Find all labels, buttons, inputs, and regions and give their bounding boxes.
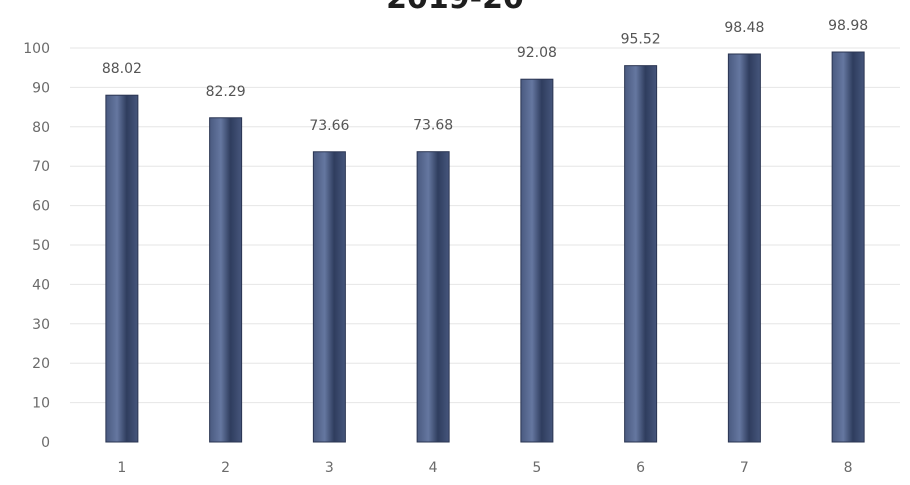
data-label-7: 98.48 [724,20,764,36]
data-label-8: 98.98 [828,18,868,34]
x-category-label: 6 [636,460,645,476]
y-tick-label: 40 [32,277,50,293]
y-tick-label: 30 [32,317,50,333]
y-tick-label: 100 [23,41,50,57]
bar-8 [831,51,865,443]
y-tick-label: 60 [32,199,50,215]
bar-7 [727,53,761,443]
bars [105,51,865,443]
y-tick-label: 50 [32,238,50,254]
chart-title: 2019-20 [386,0,524,16]
y-tick-label: 10 [32,396,50,412]
data-labels: 88.02 82.29 73.66 73.68 92.08 95.52 98.48 98.98 [102,18,868,134]
x-category-label: 7 [740,460,749,476]
y-tick-label: 0 [41,435,50,451]
bar-6 [624,65,658,443]
x-category-label: 8 [844,460,853,476]
data-label-5: 92.08 [517,45,557,61]
data-label-6: 95.52 [621,32,661,48]
x-category-label: 5 [532,460,541,476]
bar-5 [520,78,554,443]
x-category-label: 2 [221,460,230,476]
y-tick-label: 90 [32,80,50,96]
x-category-label: 3 [325,460,334,476]
x-category-label: 4 [429,460,438,476]
gridlines [70,47,900,404]
bar-4 [416,151,450,443]
data-label-3: 73.66 [309,118,349,134]
bar-2 [209,117,243,443]
y-tick-label: 20 [32,356,50,372]
x-category-label: 1 [117,460,126,476]
x-axis-category-labels: 1 2 3 4 5 6 7 8 [117,460,852,476]
bar-1 [105,94,139,443]
y-tick-label: 80 [32,120,50,136]
bar-3 [312,151,346,443]
data-label-1: 88.02 [102,61,142,77]
data-label-4: 73.68 [413,118,453,134]
y-tick-label: 70 [32,159,50,175]
y-axis-tick-labels: 0 10 20 30 40 50 60 70 80 90 100 [23,41,50,451]
data-label-2: 82.29 [206,84,246,100]
